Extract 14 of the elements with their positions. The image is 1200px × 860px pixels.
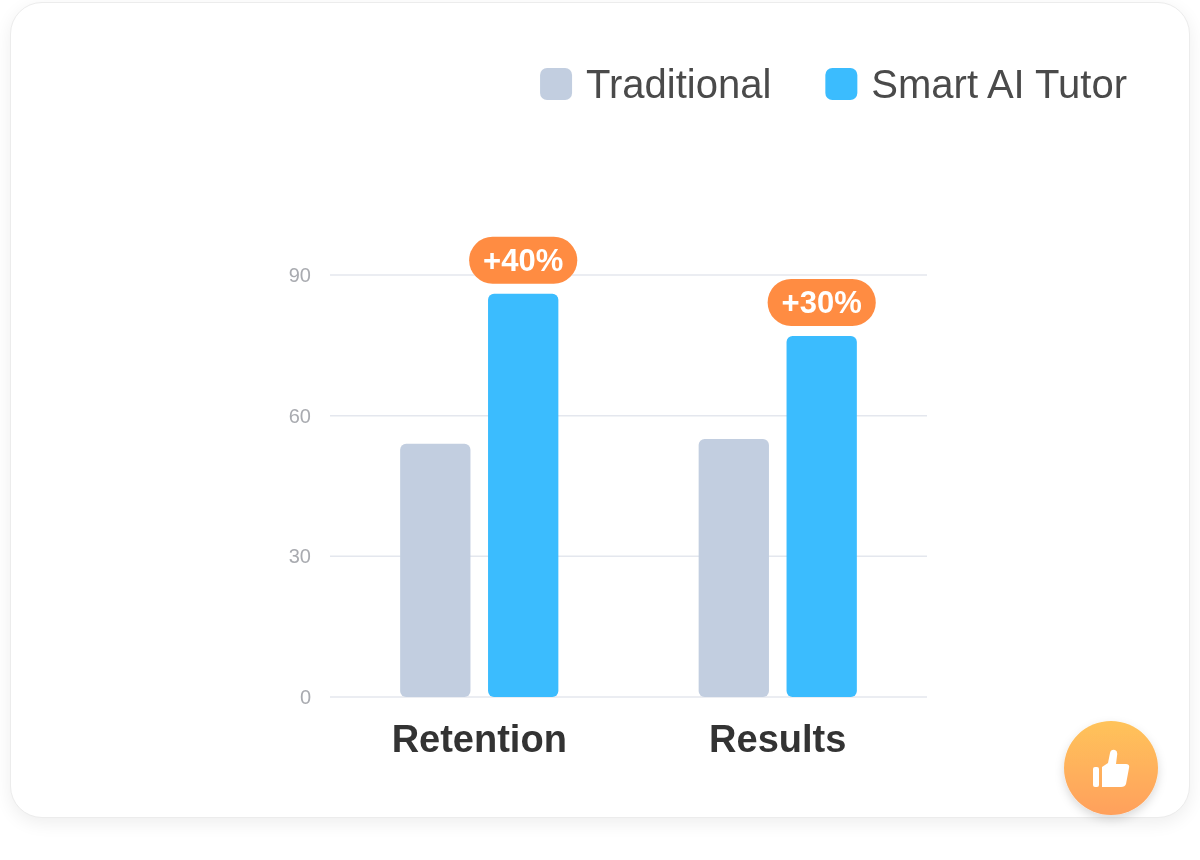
x-tick-label: Retention [391, 717, 567, 760]
y-tick-label: 30 [288, 545, 311, 568]
x-tick-label: Results [709, 717, 847, 760]
bar [698, 439, 769, 697]
y-tick-label: 60 [288, 404, 311, 427]
annotation: +30% [781, 285, 862, 321]
annotation: +40% [483, 243, 564, 279]
y-tick-label: 90 [288, 263, 311, 286]
bar [488, 293, 559, 697]
legend-label: Smart AI Tutor [871, 62, 1127, 106]
bar [400, 443, 471, 697]
y-tick-label: 0 [299, 685, 311, 708]
legend-label: Traditional [586, 62, 772, 106]
bar [786, 335, 857, 697]
